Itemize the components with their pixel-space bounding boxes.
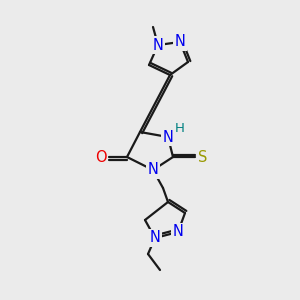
Text: N: N <box>153 38 164 52</box>
Text: H: H <box>175 122 185 136</box>
Text: N: N <box>163 130 173 145</box>
Text: N: N <box>148 163 158 178</box>
Text: N: N <box>150 230 160 245</box>
Text: N: N <box>172 224 183 239</box>
Text: N: N <box>175 34 185 50</box>
Text: O: O <box>95 149 107 164</box>
Text: S: S <box>198 149 208 164</box>
